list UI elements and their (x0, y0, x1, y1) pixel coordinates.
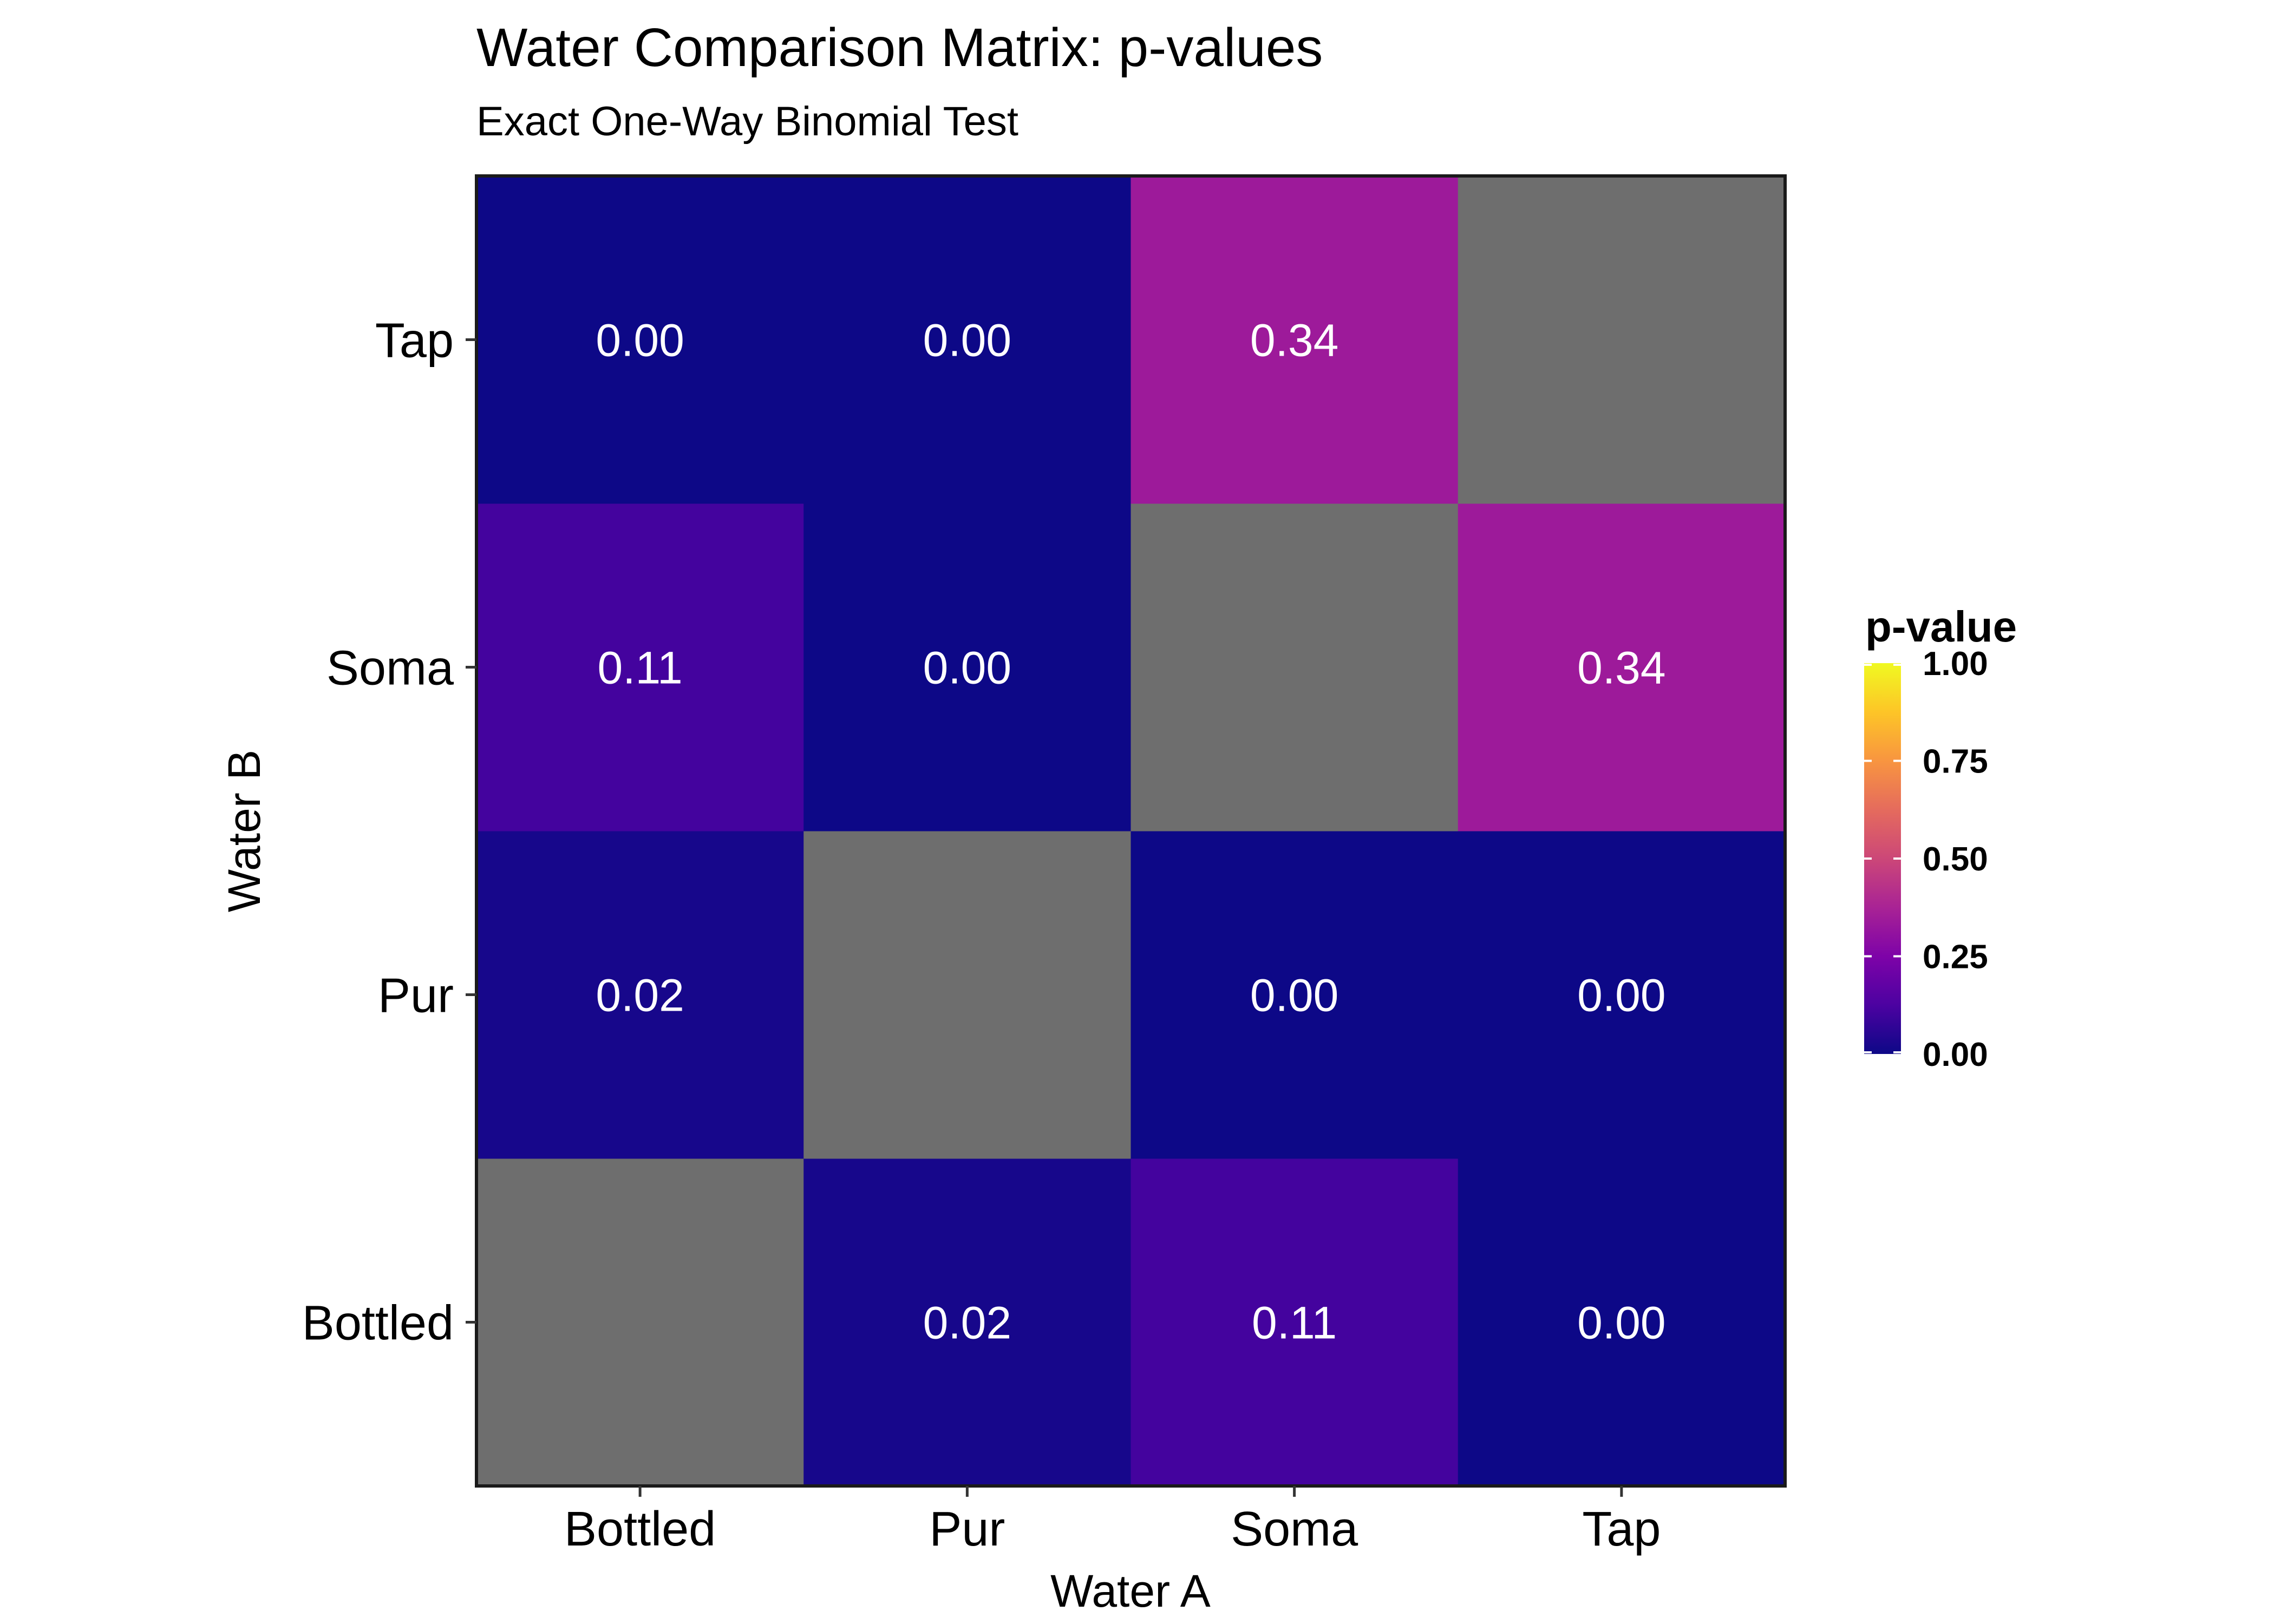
cell-label-pur-tap: 0.00 (923, 315, 1012, 366)
x-tick-label-pur: Pur (929, 1502, 1005, 1556)
color-legend: p-value 0.00 0.25 0.50 0.75 1.00 (1864, 603, 2017, 1073)
x-tick-label-bottled: Bottled (564, 1502, 716, 1556)
cell-label-bottled-pur: 0.02 (596, 970, 684, 1021)
heatmap-cell-tap-pur (1458, 831, 1786, 1159)
y-tick-label-pur: Pur (378, 969, 454, 1023)
y-tick-label-soma: Soma (326, 641, 454, 696)
cell-label-pur-soma: 0.00 (923, 643, 1012, 693)
cell-label-pur-bottled: 0.02 (923, 1298, 1012, 1348)
chart-title: Water Comparison Matrix: p-values (476, 17, 1323, 78)
x-axis-title: Water A (1050, 1566, 1211, 1616)
cell-label-soma-pur: 0.00 (1250, 970, 1339, 1021)
heatmap-cell-bottled-soma (476, 503, 804, 831)
heatmap-cell-soma-bottled (1131, 1158, 1459, 1487)
heatmap-cell-pur-bottled (803, 1158, 1131, 1487)
legend-tick-label: 0.25 (1923, 939, 1988, 976)
cell-label-soma-tap: 0.34 (1250, 315, 1339, 366)
cell-label-bottled-soma: 0.11 (597, 643, 682, 693)
legend-tick-label: 0.75 (1923, 743, 1988, 781)
x-tick-label-soma: Soma (1231, 1502, 1358, 1556)
heatmap-cell-soma-tap (1131, 176, 1459, 504)
legend-tick-label: 0.50 (1923, 841, 1988, 878)
y-tick-label-bottled: Bottled (302, 1296, 454, 1351)
heatmap-cell-tap-tap (1458, 176, 1786, 504)
y-axis-title: Water B (219, 750, 270, 912)
heatmap-cell-pur-pur (803, 831, 1131, 1159)
heatmap-cell-pur-tap (803, 176, 1131, 504)
legend-tick-label: 0.00 (1923, 1036, 1988, 1073)
plot-panel-border (475, 174, 1787, 1488)
heatmap-cell-bottled-bottled (476, 1158, 804, 1487)
cell-value-labels: 0.02 0.11 0.00 0.02 0.00 0.00 0.11 0.00 0.34 0.00… (596, 315, 1665, 1348)
cell-label-tap-bottled: 0.00 (1577, 1298, 1666, 1348)
x-axis: Bottled Pur Soma Tap (564, 1486, 1661, 1556)
heatmap-cell-tap-soma (1458, 503, 1786, 831)
legend-ticks: 0.00 0.25 0.50 0.75 1.00 (1864, 645, 1988, 1073)
x-tick-label-tap: Tap (1582, 1502, 1661, 1556)
heatmap-cell-soma-soma (1131, 503, 1459, 831)
y-axis: Bottled Pur Soma Tap (302, 314, 476, 1351)
cell-label-tap-pur: 0.00 (1577, 970, 1666, 1021)
legend-tick-label: 1.00 (1923, 645, 1988, 683)
heatmap-cell-tap-bottled (1458, 1158, 1786, 1487)
legend-title: p-value (1865, 603, 2017, 651)
cell-label-tap-soma: 0.34 (1577, 643, 1666, 693)
y-tick-label-tap: Tap (375, 314, 454, 368)
heatmap-cell-bottled-pur (476, 831, 804, 1159)
heatmap-cell-soma-pur (1131, 831, 1459, 1159)
chart-subtitle: Exact One-Way Binomial Test (476, 99, 1018, 145)
heatmap-cell-pur-soma (803, 503, 1131, 831)
heatmap-cells (476, 176, 1786, 1487)
cell-label-bottled-tap: 0.00 (596, 315, 684, 366)
cell-label-soma-bottled: 0.11 (1252, 1298, 1337, 1348)
heatmap-cell-bottled-tap (476, 176, 804, 504)
